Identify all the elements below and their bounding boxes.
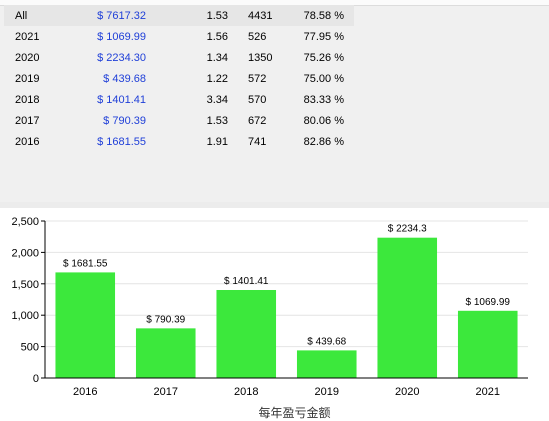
year-cell: All: [4, 5, 66, 26]
count-cell: 570: [248, 93, 267, 106]
table-row-all[interactable]: All $ 7617.32 1.53 4431 78.58 %: [4, 5, 354, 26]
ratio-cell: 1.34: [206, 51, 228, 64]
data-label: $ 1401.41: [224, 276, 269, 287]
table-row[interactable]: 2020 $ 2234.30 1.34 1350 75.26 %: [4, 47, 354, 68]
ratio-cell: 3.34: [206, 93, 228, 106]
percent-cell: 82.86 %: [303, 135, 344, 148]
table-row[interactable]: 2021 $ 1069.99 1.56 526 77.95 %: [4, 26, 354, 47]
year-cell: 2019: [15, 72, 40, 85]
y-tick-label: 0: [33, 373, 39, 385]
amount-cell: $ 1401.41: [97, 93, 146, 106]
count-cell: 1350: [248, 51, 273, 64]
bar: [55, 272, 116, 378]
data-label: $ 1069.99: [466, 297, 511, 308]
chart-panel: 0 500 1,000 1,500 2,000 2,500 $ 1681.55 2016 $ 7…: [0, 208, 549, 421]
amount-cell: $ 2234.30: [97, 51, 146, 64]
x-axis-title: 每年盈亏金额: [258, 405, 330, 420]
bar-chart: 0 500 1,000 1,500 2,000 2,500 $ 1681.55 2016 $ 7…: [11, 216, 528, 420]
data-label: $ 790.39: [146, 314, 185, 325]
bar: [216, 289, 277, 378]
amount-cell: $ 1681.55: [97, 135, 146, 148]
y-tick-label: 2,500: [11, 216, 39, 228]
table-row[interactable]: 2016 $ 1681.55 1.91 741 82.86 %: [4, 131, 354, 152]
year-cell: 2017: [15, 114, 40, 127]
bar: [135, 328, 196, 378]
x-tick-label: 2017: [154, 386, 178, 398]
ratio-cell: 1.22: [206, 72, 228, 85]
ratio-cell: 1.91: [206, 135, 228, 148]
data-label: $ 1681.55: [63, 258, 108, 269]
data-label: $ 2234.3: [388, 224, 427, 235]
year-cell: 2018: [15, 93, 40, 106]
count-cell: 741: [248, 135, 267, 148]
y-tick-label: 2,000: [11, 247, 39, 259]
y-tick-label: 500: [21, 342, 39, 354]
x-tick-label: 2021: [476, 386, 500, 398]
amount-cell: $ 790.39: [103, 114, 146, 127]
percent-cell: 77.95 %: [303, 30, 344, 43]
bar: [377, 237, 438, 378]
table-row[interactable]: 2019 $ 439.68 1.22 572 75.00 %: [4, 68, 354, 89]
count-cell: 526: [248, 30, 267, 43]
stats-table: All $ 7617.32 1.53 4431 78.58 % 2021 $ 1069.99…: [4, 5, 354, 152]
percent-cell: 75.26 %: [303, 51, 344, 64]
x-tick-label: 2019: [315, 386, 339, 398]
year-cell: 2016: [15, 135, 40, 148]
x-tick-label: 2020: [395, 386, 419, 398]
count-cell: 572: [248, 72, 267, 85]
data-label: $ 439.68: [307, 336, 346, 347]
ratio-cell: 1.56: [206, 30, 228, 43]
amount-cell: $ 1069.99: [97, 30, 146, 43]
count-cell: 4431: [228, 5, 298, 26]
stats-table-area: All $ 7617.32 1.53 4431 78.58 % 2021 $ 1069.99…: [4, 5, 354, 152]
percent-cell: 78.58 %: [298, 5, 354, 26]
amount-cell: $ 439.68: [103, 72, 146, 85]
amount-cell: $ 7617.32: [66, 5, 146, 26]
ratio-cell: 1.53: [206, 114, 228, 127]
y-tick-label: 1,500: [11, 279, 39, 291]
ratio-cell: 1.53: [146, 5, 228, 26]
year-cell: 2020: [15, 51, 40, 64]
table-row[interactable]: 2018 $ 1401.41 3.34 570 83.33 %: [4, 89, 354, 110]
table-row[interactable]: 2017 $ 790.39 1.53 672 80.06 %: [4, 110, 354, 131]
bar: [457, 310, 518, 378]
count-cell: 672: [248, 114, 267, 127]
percent-cell: 83.33 %: [303, 93, 344, 106]
stats-panel: All $ 7617.32 1.53 4431 78.58 % 2021 $ 1069.99…: [0, 0, 549, 203]
y-tick-label: 1,000: [11, 310, 39, 322]
x-tick-label: 2016: [73, 386, 97, 398]
bar: [296, 350, 357, 378]
percent-cell: 75.00 %: [303, 72, 344, 85]
x-tick-label: 2018: [234, 386, 258, 398]
percent-cell: 80.06 %: [303, 114, 344, 127]
year-cell: 2021: [15, 30, 40, 43]
